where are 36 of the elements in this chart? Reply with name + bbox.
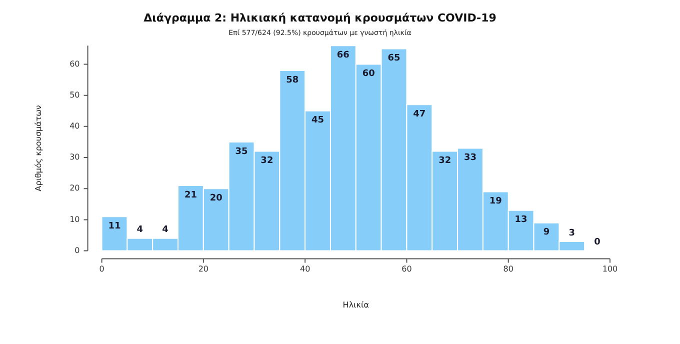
data-label: 4 xyxy=(162,225,168,236)
y-tick-label: 30 xyxy=(70,152,80,162)
data-label: 20 xyxy=(210,193,222,204)
chart-title: Διάγραμμα 2: Ηλικιακή κατανομή κρουσμάτων COVID-19 xyxy=(144,11,496,24)
data-label: 65 xyxy=(388,54,400,64)
data-label: 35 xyxy=(235,146,248,157)
y-axis-title: Αριθμός κρουσμάτων xyxy=(34,104,43,192)
data-label: 9 xyxy=(543,228,550,238)
data-label: 21 xyxy=(184,190,197,200)
y-tick-label: 0 xyxy=(74,246,80,255)
x-tick-label: 40 xyxy=(300,264,310,274)
data-label: 60 xyxy=(362,69,375,80)
data-label: 32 xyxy=(438,156,452,166)
data-label: 45 xyxy=(312,116,324,126)
data-label: 13 xyxy=(514,215,528,226)
y-tick-label: 60 xyxy=(70,59,80,68)
y-tick-label: 20 xyxy=(70,184,80,193)
y-tick-label: 10 xyxy=(70,214,80,224)
data-label: 32 xyxy=(260,156,274,166)
x-tick-label: 100 xyxy=(602,264,618,274)
x-axis-title: Ηλικία xyxy=(342,300,369,310)
x-tick-label: 60 xyxy=(402,264,412,274)
data-label: 4 xyxy=(136,225,144,236)
data-label: 0 xyxy=(594,238,600,248)
x-tick-label: 20 xyxy=(198,264,209,274)
y-tick-label: 50 xyxy=(70,90,80,100)
data-label: 19 xyxy=(489,196,502,207)
data-label: 58 xyxy=(286,75,299,86)
x-tick-label: 80 xyxy=(503,264,514,274)
data-label: 33 xyxy=(464,153,477,164)
data-label: 66 xyxy=(336,50,350,60)
y-tick-label: 40 xyxy=(70,122,80,131)
data-label: 47 xyxy=(413,110,426,120)
data-label: 11 xyxy=(108,221,121,232)
x-tick-label: 0 xyxy=(99,264,104,274)
data-label: 3 xyxy=(568,228,576,238)
